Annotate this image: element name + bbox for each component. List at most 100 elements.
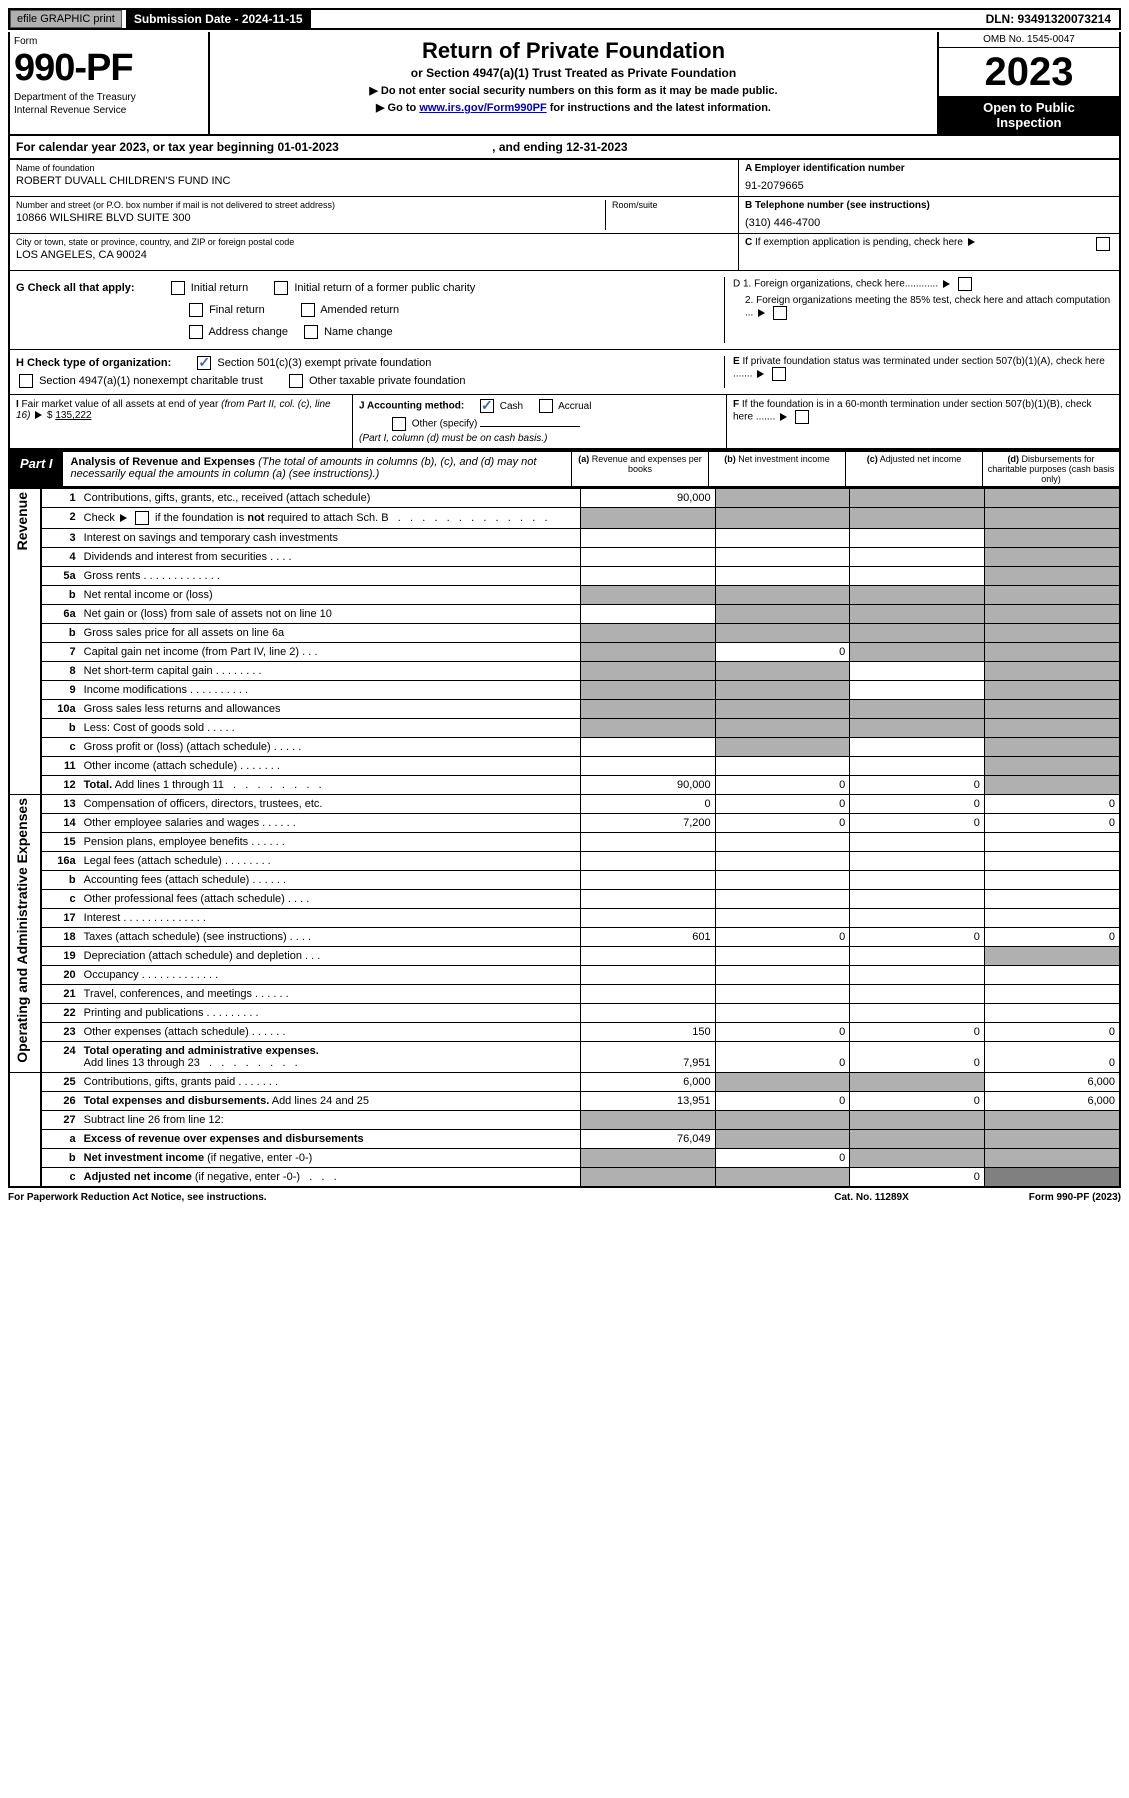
cb-cash[interactable] — [480, 399, 494, 413]
table-row: 26Total expenses and disbursements. Add … — [9, 1092, 1120, 1111]
g-opt-1: Initial return of a former public charit… — [294, 282, 475, 294]
line-desc: Check if the foundation is not required … — [80, 508, 580, 529]
line-num: 2 — [41, 508, 80, 529]
cb-amended[interactable] — [301, 303, 315, 317]
part1-title: Analysis of Revenue and Expenses — [71, 456, 256, 468]
ein-cell: A Employer identification number 91-2079… — [739, 160, 1119, 197]
cell-d: 0 — [984, 1042, 1120, 1073]
line-desc: Total. Add lines 1 through 11 . . . . . … — [80, 776, 580, 795]
table-row: 2 Check if the foundation is not require… — [9, 508, 1120, 529]
line-num: 12 — [41, 776, 80, 795]
line-desc: Net investment income (if negative, ente… — [80, 1149, 580, 1168]
e-text: If private foundation status was termina… — [733, 356, 1105, 380]
cell-d: 0 — [984, 795, 1120, 814]
line-num: 7 — [41, 643, 80, 662]
h2-text: Section 4947(a)(1) nonexempt charitable … — [39, 375, 263, 387]
line-num: b — [41, 871, 80, 890]
line-num: 20 — [41, 966, 80, 985]
line-desc: Excess of revenue over expenses and disb… — [80, 1130, 580, 1149]
line-num: 8 — [41, 662, 80, 681]
j-note: (Part I, column (d) must be on cash basi… — [359, 433, 720, 444]
cell-a: 6,000 — [580, 1073, 715, 1092]
table-row: 6aNet gain or (loss) from sale of assets… — [9, 605, 1120, 624]
cb-e[interactable] — [772, 367, 786, 381]
boxc-text: If exemption application is pending, che… — [755, 237, 963, 248]
cell-b: 0 — [715, 643, 850, 662]
d2-text: 2. Foreign organizations meeting the 85%… — [745, 295, 1110, 319]
line-num: 21 — [41, 985, 80, 1004]
table-row: aExcess of revenue over expenses and dis… — [9, 1130, 1120, 1149]
line-desc: Adjusted net income (if negative, enter … — [80, 1168, 580, 1188]
cell-a: 7,200 — [580, 814, 715, 833]
cb-4947[interactable] — [19, 374, 33, 388]
cb-f[interactable] — [795, 410, 809, 424]
cell-a: 601 — [580, 928, 715, 947]
inst-2: ▶ Go to www.irs.gov/Form990PF for instru… — [216, 101, 931, 114]
line-desc: Net gain or (loss) from sale of assets n… — [80, 605, 580, 624]
info-left: Name of foundation ROBERT DUVALL CHILDRE… — [10, 160, 739, 271]
cell-d: 0 — [984, 1023, 1120, 1042]
line-desc: Occupancy . . . . . . . . . . . . . — [80, 966, 580, 985]
cb-initial-public[interactable] — [274, 281, 288, 295]
open-inspection: Open to Public Inspection — [939, 96, 1119, 134]
line-desc: Capital gain net income (from Part IV, l… — [80, 643, 580, 662]
cb-initial-return[interactable] — [171, 281, 185, 295]
line-desc: Other employee salaries and wages . . . … — [80, 814, 580, 833]
line-num: 14 — [41, 814, 80, 833]
cell-c: 0 — [850, 1168, 985, 1188]
cb-accrual[interactable] — [539, 399, 553, 413]
efile-print-button[interactable]: efile GRAPHIC print — [10, 10, 122, 28]
line-desc: Total expenses and disbursements. Add li… — [80, 1092, 580, 1111]
cb-other-method[interactable] — [392, 417, 406, 431]
cb-name-change[interactable] — [304, 325, 318, 339]
j-cell: J Accounting method: Cash Accrual Other … — [352, 395, 726, 448]
inst2-post: for instructions and the latest informat… — [547, 102, 771, 114]
line-desc: Legal fees (attach schedule) . . . . . .… — [80, 852, 580, 871]
table-row: 11Other income (attach schedule) . . . .… — [9, 757, 1120, 776]
cell-a: 0 — [580, 795, 715, 814]
line-desc: Net rental income or (loss) — [80, 586, 580, 605]
g-opt-3: Amended return — [320, 304, 399, 316]
j-cash: Cash — [500, 401, 523, 412]
table-row: 8Net short-term capital gain . . . . . .… — [9, 662, 1120, 681]
f-cell: F If the foundation is in a 60-month ter… — [726, 395, 1119, 448]
cell-b: 0 — [715, 814, 850, 833]
table-row: 3Interest on savings and temporary cash … — [9, 529, 1120, 548]
cell-d: 6,000 — [984, 1092, 1120, 1111]
addr-label: Number and street (or P.O. box number if… — [16, 200, 605, 210]
cb-final-return[interactable] — [189, 303, 203, 317]
table-row: 15Pension plans, employee benefits . . .… — [9, 833, 1120, 852]
name-label: Name of foundation — [16, 163, 732, 173]
cell-b: 0 — [715, 776, 850, 795]
address: 10866 WILSHIRE BLVD SUITE 300 — [16, 212, 605, 224]
line-num: a — [41, 1130, 80, 1149]
line-num: 26 — [41, 1092, 80, 1111]
table-row: 17Interest . . . . . . . . . . . . . . — [9, 909, 1120, 928]
arrow-icon — [968, 238, 975, 246]
form-title: Return of Private Foundation — [216, 38, 931, 64]
checkbox-c[interactable] — [1096, 237, 1110, 251]
line-num: b — [41, 1149, 80, 1168]
line-num: 18 — [41, 928, 80, 947]
j-accrual: Accrual — [558, 401, 591, 412]
line-desc: Interest on savings and temporary cash i… — [80, 529, 580, 548]
irs-link[interactable]: www.irs.gov/Form990PF — [419, 102, 546, 114]
cell-c: 0 — [850, 1092, 985, 1111]
line-desc: Other income (attach schedule) . . . . .… — [80, 757, 580, 776]
cb-other-taxable[interactable] — [289, 374, 303, 388]
cb-d2[interactable] — [773, 306, 787, 320]
line-num: 15 — [41, 833, 80, 852]
g-opt-2: Final return — [209, 304, 265, 316]
line-desc: Gross profit or (loss) (attach schedule)… — [80, 738, 580, 757]
table-row: bLess: Cost of goods sold . . . . . — [9, 719, 1120, 738]
table-row: 16aLegal fees (attach schedule) . . . . … — [9, 852, 1120, 871]
cb-501c3[interactable] — [197, 356, 211, 370]
table-row: 25Contributions, gifts, grants paid . . … — [9, 1073, 1120, 1092]
line-desc: Accounting fees (attach schedule) . . . … — [80, 871, 580, 890]
h3-text: Other taxable private foundation — [309, 375, 466, 387]
arrow-icon — [757, 370, 764, 378]
cb-schb[interactable] — [135, 511, 149, 525]
name-cell: Name of foundation ROBERT DUVALL CHILDRE… — [10, 160, 738, 197]
cb-address-change[interactable] — [189, 325, 203, 339]
cb-d1[interactable] — [958, 277, 972, 291]
